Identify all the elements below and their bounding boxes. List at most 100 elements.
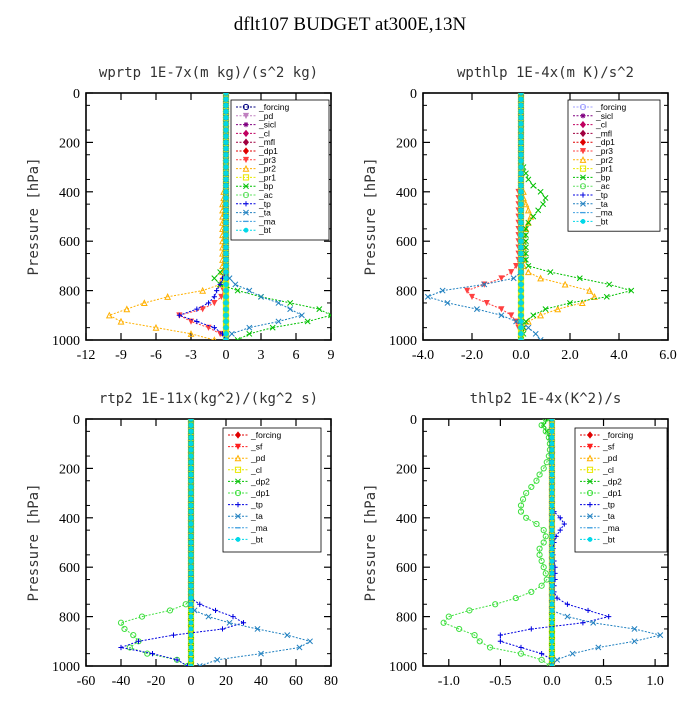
x-tick-label: 3 xyxy=(258,348,265,363)
y-tick-label: 0 xyxy=(410,413,417,428)
data-point xyxy=(606,614,612,620)
data-point xyxy=(223,189,229,195)
legend-marker xyxy=(579,148,587,155)
data-point xyxy=(549,558,555,564)
legend-label: _dp2 xyxy=(602,476,622,486)
data-point xyxy=(223,232,229,238)
legend-label: _ta xyxy=(258,208,271,218)
y-axis-label: Pressure [hPa] xyxy=(363,157,379,275)
data-point xyxy=(223,115,229,121)
data-point xyxy=(188,533,194,539)
data-point xyxy=(223,294,229,300)
data-point xyxy=(223,152,229,158)
x-tick-label: -2.0 xyxy=(461,348,483,363)
data-point xyxy=(518,251,524,257)
data-point xyxy=(549,435,555,440)
data-point xyxy=(483,300,490,307)
data-point xyxy=(524,218,532,226)
data-point xyxy=(444,299,451,306)
data-point xyxy=(537,337,544,340)
panel-title: wpthlp 1E-4x(m K)/s^2 xyxy=(457,65,634,81)
data-point xyxy=(188,441,194,447)
data-point xyxy=(188,419,194,422)
data-point xyxy=(518,195,524,201)
data-point xyxy=(548,419,555,422)
data-point xyxy=(540,422,547,429)
legend-label: _ta xyxy=(595,199,608,209)
data-point xyxy=(188,607,194,613)
data-point xyxy=(549,484,555,490)
data-point xyxy=(549,632,555,638)
y-tick-label: 400 xyxy=(396,186,417,201)
x-tick-label: 20 xyxy=(219,674,233,689)
data-point xyxy=(188,540,194,545)
data-point xyxy=(188,645,194,650)
data-point xyxy=(304,318,311,325)
legend-label: _ta xyxy=(250,511,263,521)
legend-label: _pr2 xyxy=(258,164,276,174)
legend-marker xyxy=(242,156,250,164)
data-point xyxy=(532,330,539,337)
legend-label: _ma xyxy=(602,523,620,533)
data-point xyxy=(254,625,261,632)
data-point xyxy=(188,589,194,595)
x-tick-label: -12 xyxy=(77,348,96,363)
data-point xyxy=(549,521,555,527)
data-point xyxy=(223,306,229,312)
legend-label: _ma xyxy=(595,208,613,218)
data-point xyxy=(246,324,253,331)
legend-label: _dp1 xyxy=(250,488,270,498)
data-point xyxy=(118,644,124,651)
data-point xyxy=(105,311,113,319)
data-point xyxy=(230,614,236,620)
data-point xyxy=(585,607,591,614)
data-point xyxy=(549,620,555,626)
data-point xyxy=(223,121,229,127)
data-point xyxy=(542,195,549,201)
data-point xyxy=(539,651,545,657)
legend-label: _tp xyxy=(250,500,263,510)
data-point xyxy=(234,287,241,294)
data-point xyxy=(528,483,535,491)
data-point xyxy=(518,183,524,189)
data-point xyxy=(424,293,431,300)
data-point xyxy=(542,428,549,435)
data-point xyxy=(196,663,203,666)
data-point xyxy=(542,306,549,313)
data-point xyxy=(549,540,555,545)
y-tick-label: 400 xyxy=(396,512,417,527)
data-point xyxy=(188,632,194,638)
legend-label: _cl xyxy=(250,465,262,475)
data-point xyxy=(518,93,524,96)
legend-label: _ma xyxy=(258,216,276,226)
data-point xyxy=(524,206,532,214)
series-line xyxy=(120,419,192,666)
y-tick-label: 600 xyxy=(396,235,417,250)
data-point xyxy=(445,613,452,620)
legend-label: _pr1 xyxy=(258,172,276,182)
data-point xyxy=(542,419,549,423)
data-point xyxy=(528,588,535,596)
data-point xyxy=(481,281,488,288)
data-point xyxy=(223,251,229,257)
legend-marker xyxy=(580,200,586,207)
data-point xyxy=(518,244,524,250)
data-point xyxy=(538,422,545,429)
x-tick-label: -6 xyxy=(150,348,162,363)
data-point xyxy=(603,293,610,300)
data-point xyxy=(518,644,524,651)
legend-marker xyxy=(242,112,250,120)
legend-label: _ta xyxy=(602,511,615,521)
data-point xyxy=(223,183,229,189)
legend-label: _pd xyxy=(258,111,273,121)
legend-label: _tp xyxy=(595,190,608,200)
data-point xyxy=(554,595,560,601)
data-point xyxy=(223,139,229,145)
legend-marker xyxy=(242,164,250,172)
y-tick-label: 400 xyxy=(59,186,80,201)
data-point xyxy=(188,428,194,434)
legend-label: _mfl xyxy=(258,137,275,147)
data-point xyxy=(512,594,519,602)
data-point xyxy=(223,201,229,207)
legend-label: _cl xyxy=(595,120,607,130)
